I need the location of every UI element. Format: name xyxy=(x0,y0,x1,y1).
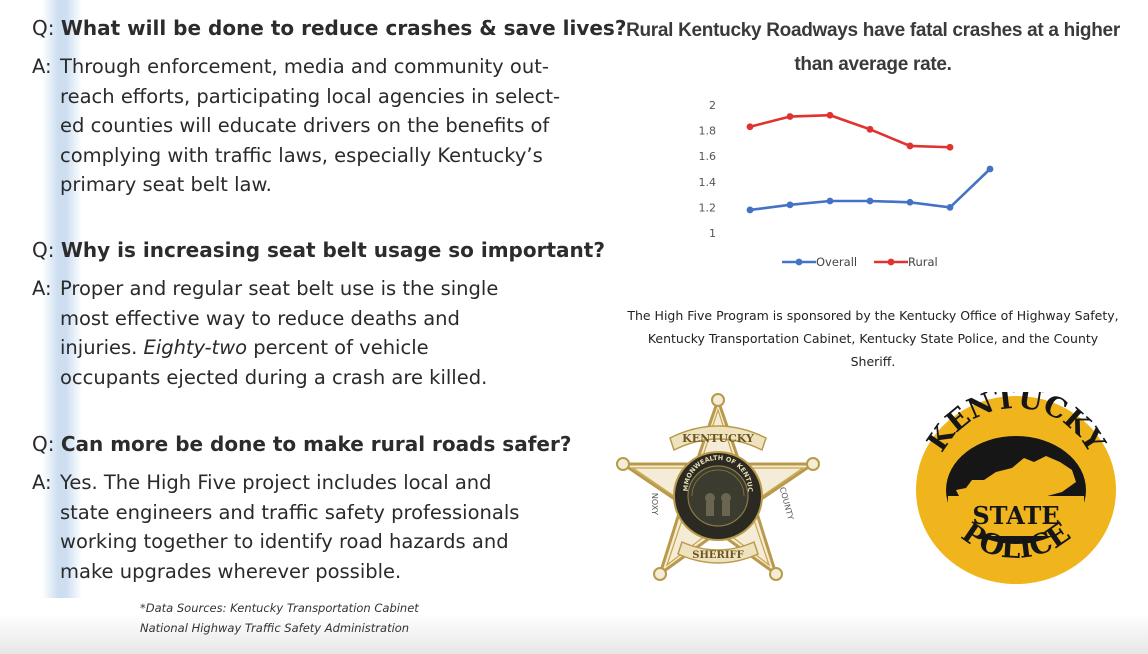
legend-marker-rural xyxy=(887,258,895,266)
y-tick-label: 1.2 xyxy=(699,201,717,214)
data-point-overall xyxy=(786,201,794,209)
y-tick-label: 1 xyxy=(709,227,716,240)
data-point-rural xyxy=(786,113,794,120)
svg-text:COUNTY: COUNTY xyxy=(778,486,795,521)
question: Q: Why is increasing seat belt usage so … xyxy=(32,238,605,262)
svg-text:SHERIFF: SHERIFF xyxy=(692,550,743,561)
data-point-overall xyxy=(946,204,954,211)
y-tick-label: 1.4 xyxy=(699,176,717,189)
data-point-overall xyxy=(746,206,754,214)
y-tick-label: 1.6 xyxy=(699,150,717,163)
qa-item-2: Q: Why is increasing seat belt usage so … xyxy=(32,236,605,392)
question: Q: What will be done to reduce crashes &… xyxy=(32,16,627,40)
state-police-badge-logo: STATE KENTUCKY POLICE xyxy=(916,392,1116,584)
sponsor-text: The High Five Program is sponsored by th… xyxy=(627,308,1119,369)
svg-text:NOXY: NOXY xyxy=(650,493,659,515)
data-point-rural xyxy=(946,143,954,151)
question: Q: Can more be done to make rural roads … xyxy=(32,432,572,456)
svg-text:STATE: STATE xyxy=(972,501,1059,530)
series-line-rural xyxy=(749,113,951,149)
bottom-shadow xyxy=(0,614,1148,654)
data-point-overall xyxy=(866,197,874,205)
svg-text:KENTUCKY: KENTUCKY xyxy=(682,432,754,445)
y-tick-label: 1.8 xyxy=(699,125,717,138)
data-point-rural xyxy=(746,123,754,131)
sheriff-star-badge-logo: KENTUCKY SHERIFF NOXY COUNTY COMMONWEALT… xyxy=(608,392,820,581)
answer: A: Proper and regular seat belt use is t… xyxy=(32,277,499,389)
answer: A: Through enforcement, media and commun… xyxy=(32,55,561,197)
emphasis-text: Eighty-two xyxy=(143,336,248,360)
data-point-rural xyxy=(826,111,834,119)
data-point-rural xyxy=(866,125,874,133)
legend-marker-overall xyxy=(795,258,803,266)
legend-label-rural: Rural xyxy=(908,255,938,269)
answer: A: Yes. The High Five project includes l… xyxy=(32,471,520,583)
decorative-blue-bar xyxy=(42,0,82,598)
y-tick-label: 2 xyxy=(709,99,716,112)
data-point-overall xyxy=(906,198,914,206)
qa-item-1: Q: What will be done to reduce crashes &… xyxy=(32,14,626,200)
chart-title: Rural Kentucky Roadways have fatal crash… xyxy=(626,20,1120,75)
legend-label-overall: Overall xyxy=(816,255,857,269)
data-point-overall xyxy=(826,197,834,205)
data-sources-note: *Data Sources: Kentucky Transportation C… xyxy=(140,601,419,635)
data-point-rural xyxy=(906,142,914,150)
line-chart: 1 1.2 1.4 1.6 1.8 2 Overall Rural xyxy=(699,99,994,269)
qa-item-3: Q: Can more be done to make rural roads … xyxy=(32,430,571,586)
data-point-overall xyxy=(986,165,994,173)
